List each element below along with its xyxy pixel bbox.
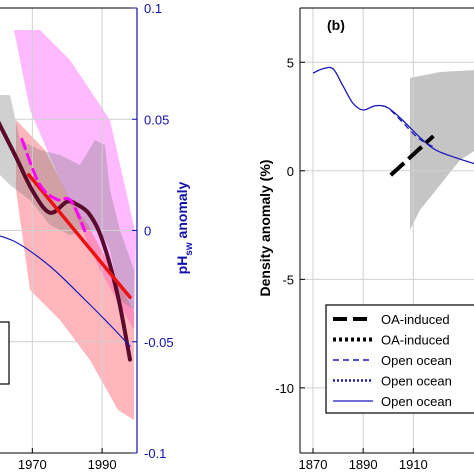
panel-b-y-ticks: 5 0 -5 -10 — [275, 55, 305, 396]
panel-a-y-tick-label-4: -0.1 — [144, 446, 166, 461]
panel-a-y-tick-label-0: 0.1 — [144, 1, 162, 16]
panel-b-y-tick-label-5: 5 — [287, 55, 294, 70]
panel-b-x-tick-label-1910: 1910 — [399, 457, 428, 472]
legend-label-2: Open ocean — [381, 353, 452, 368]
panel-b-legend: OA-induced OA-induced Open ocean Open ocean… — [325, 304, 474, 414]
panel-a-y-tick-label-3: -0.05 — [144, 335, 174, 350]
legend-label-1: OA-induced — [381, 333, 450, 348]
panel-b-series-line-0 — [312, 66, 474, 165]
legend-label-4: Open ocean — [381, 394, 452, 409]
panel-b-label: (b) — [327, 17, 345, 33]
panel-a-right-y-ticks: 0.1 0.05 0 -0.05 -0.1 — [132, 1, 174, 461]
panel-a-series-line-2 — [20, 137, 87, 232]
panel-b-axes — [299, 7, 474, 454]
legend-label-0: OA-induced — [381, 312, 450, 327]
panel-a: 1970 1990 0.1 0.05 0 -0.05 -0.1 pHsw anomaly — [0, 1, 195, 472]
panel-b: (b) OA-induced OA-induced Open ocean Open o… — [257, 7, 474, 472]
panel-b-x-tick-label-1890: 1890 — [349, 457, 378, 472]
panel-a-series-line-3 — [0, 235, 131, 347]
panel-a-right-y-label: pHsw anomaly — [174, 181, 195, 274]
panel-b-y-tick-label-0: 0 — [287, 164, 294, 179]
panel-b-x-ticks: 1870 1890 1910 — [299, 448, 428, 472]
panel-a-y-tick-label-2: 0 — [144, 224, 151, 239]
panel-b-legend-box — [325, 304, 474, 414]
panel-b-series-line-2 — [389, 134, 435, 177]
panel-a-x-tick-label-1970: 1970 — [18, 457, 47, 472]
legend-label-3: Open ocean — [381, 374, 452, 389]
panel-b-x-tick-label-1870: 1870 — [299, 457, 328, 472]
panel-a-series-line-1 — [27, 173, 132, 300]
panel-b-series — [312, 66, 474, 177]
panel-b-y-label: Density anomaly (%) — [257, 160, 273, 297]
panel-a-legend-box — [0, 321, 10, 385]
panel-a-x-tick-label-1990: 1990 — [88, 457, 117, 472]
panel-a-series — [0, 120, 132, 362]
panel-a-x-ticks: 1970 1990 — [18, 448, 117, 472]
panel-b-y-tick-label--10: -10 — [275, 381, 294, 396]
panel-a-y-tick-label-1: 0.05 — [144, 112, 169, 127]
panel-b-grey-uncertainty-band — [410, 70, 474, 230]
panel-a-series-line-0 — [0, 120, 132, 362]
panel-b-y-tick-label--5: -5 — [282, 272, 294, 287]
